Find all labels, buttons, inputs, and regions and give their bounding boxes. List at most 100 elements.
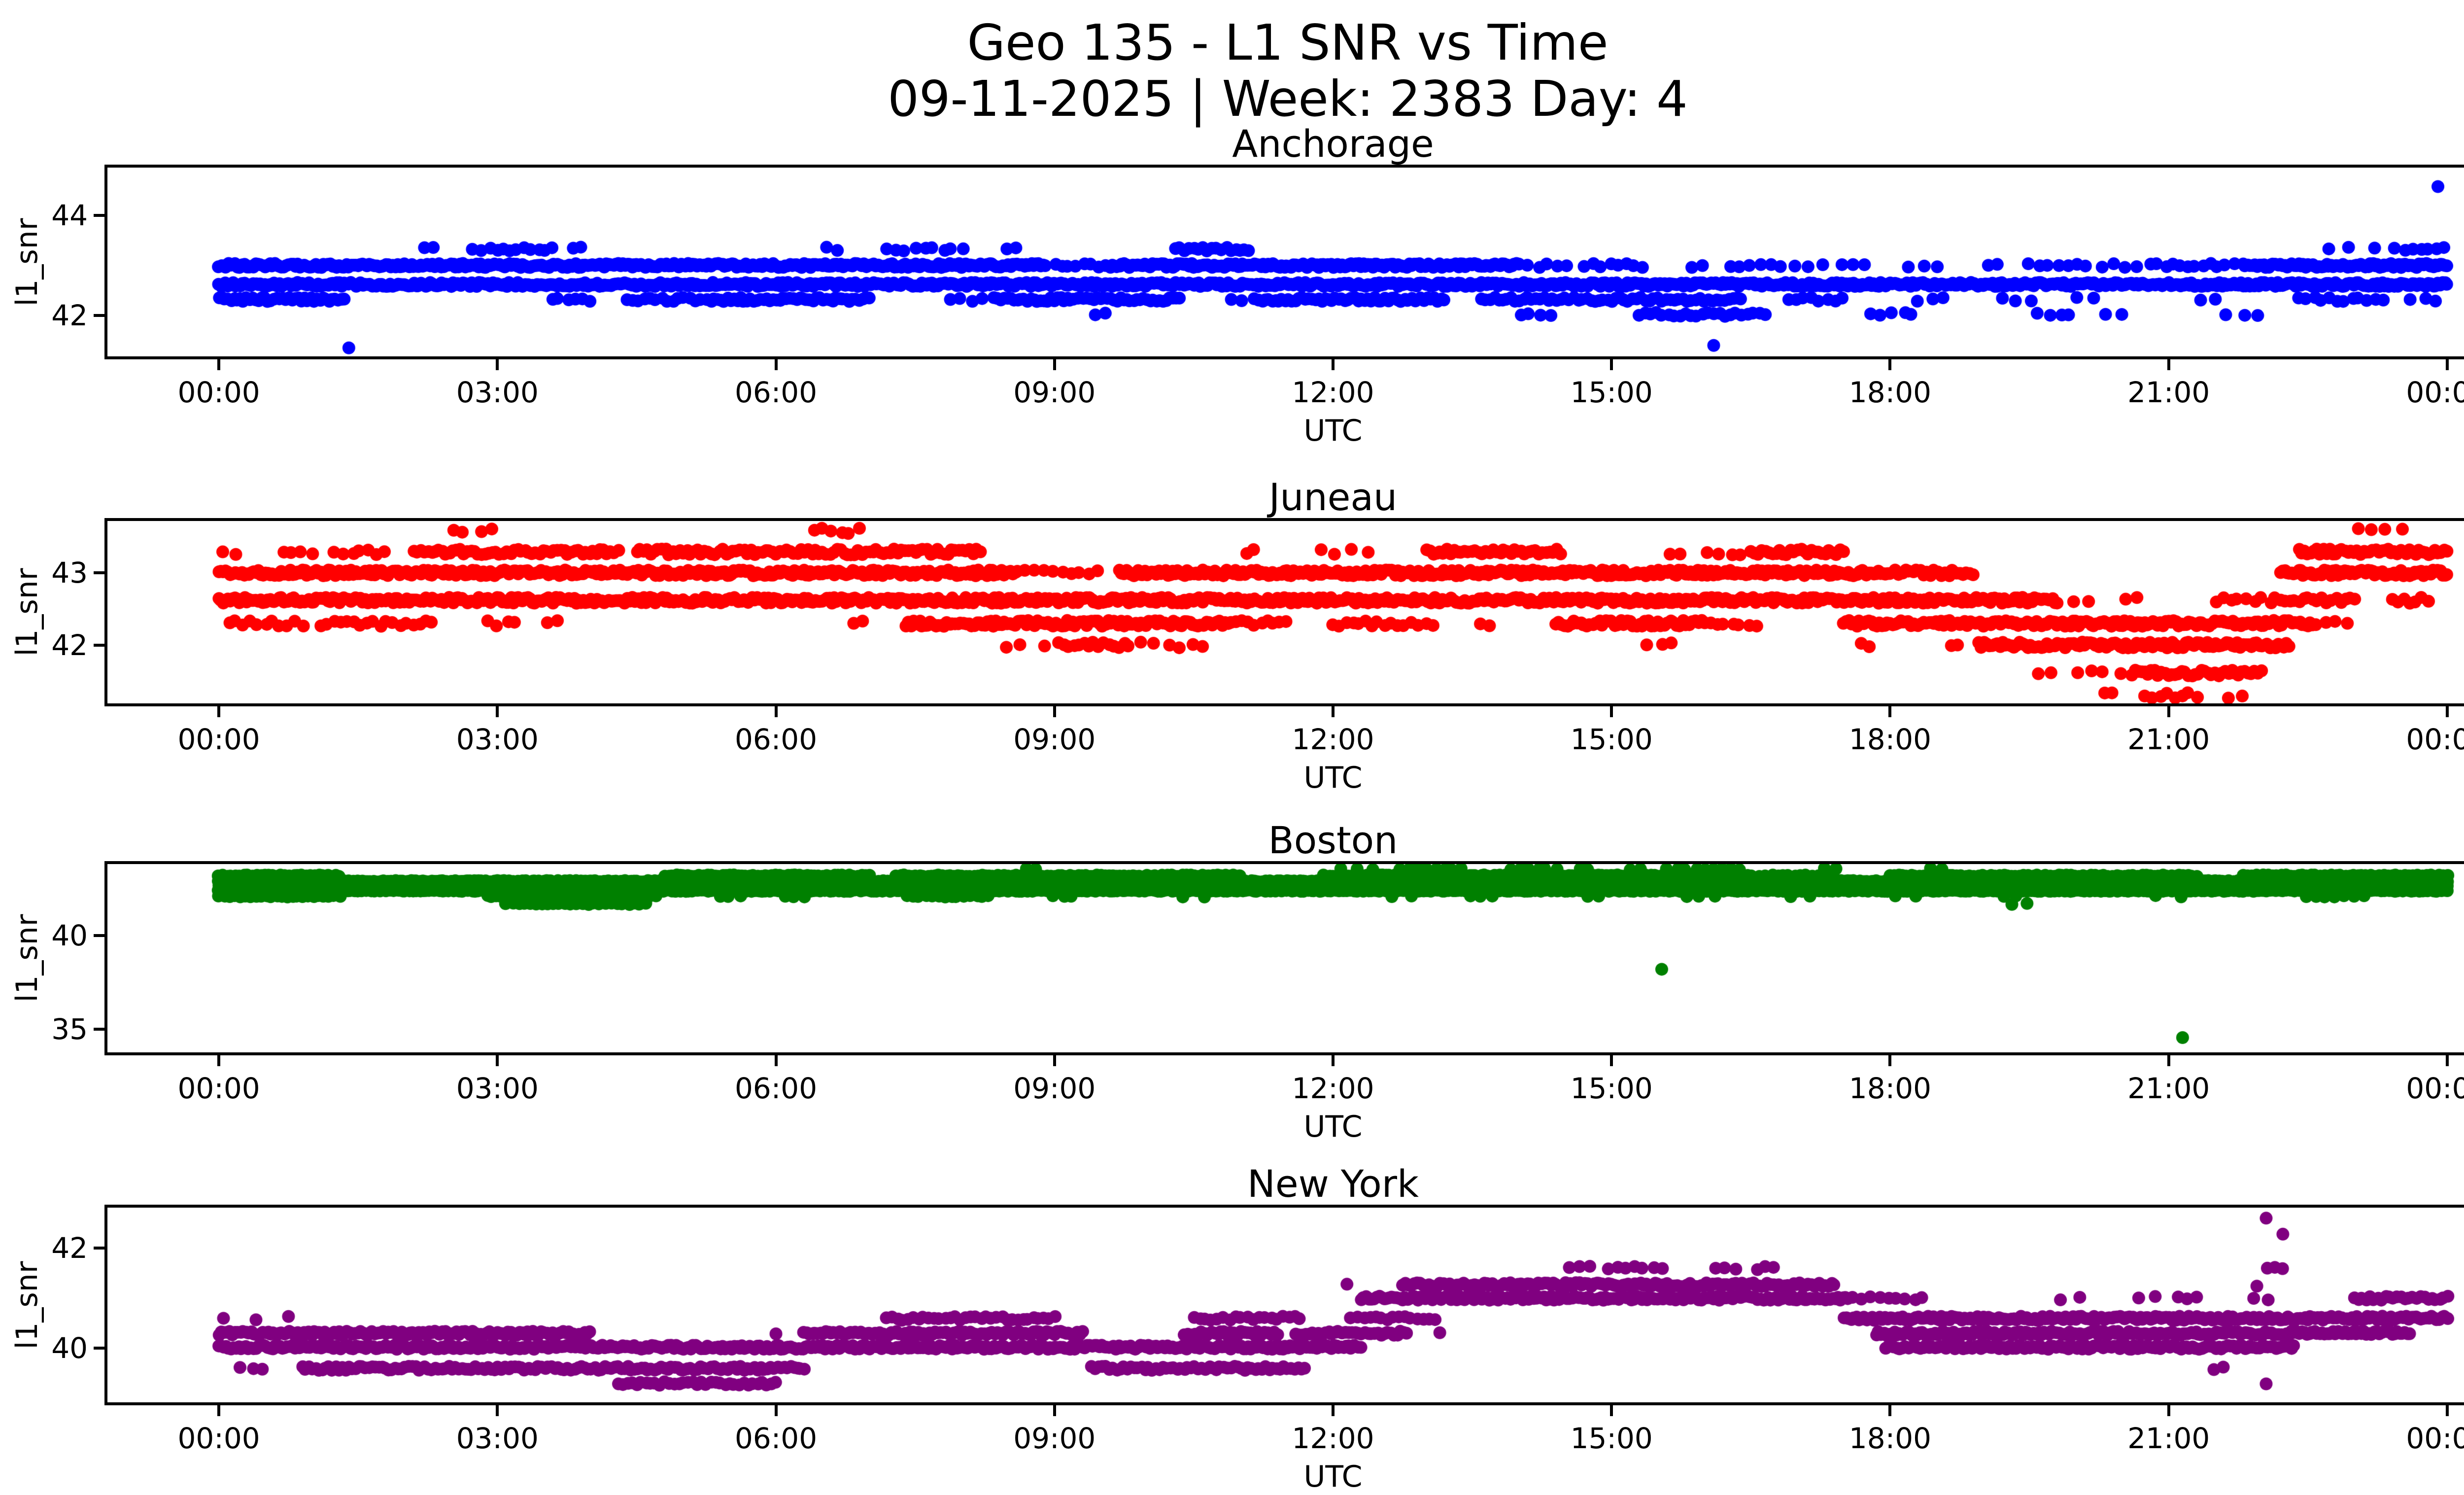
x-tick-label: 00:00 bbox=[177, 1422, 260, 1455]
scatter-canvas-new-york bbox=[107, 1208, 2464, 1402]
x-tick-mark bbox=[1610, 1055, 1613, 1066]
x-tick-label: 00:00 bbox=[2406, 1072, 2464, 1105]
scatter-canvas-anchorage bbox=[107, 168, 2464, 356]
y-tick-label: 40 bbox=[51, 1331, 88, 1365]
y-tick-mark bbox=[94, 571, 104, 575]
x-tick-label: 00:00 bbox=[177, 376, 260, 409]
subplot-juneau-title: Juneau bbox=[1268, 475, 1398, 519]
x-tick-mark bbox=[1332, 1405, 1335, 1416]
y-tick-label: 42 bbox=[51, 628, 88, 662]
x-tick-label: 03:00 bbox=[456, 723, 539, 756]
plot-area-juneau bbox=[104, 518, 2464, 706]
x-tick-label: 21:00 bbox=[2127, 1422, 2210, 1455]
x-tick-label: 00:00 bbox=[2406, 376, 2464, 409]
x-tick-mark bbox=[2167, 359, 2170, 370]
x-tick-mark bbox=[217, 1055, 221, 1066]
x-tick-mark bbox=[217, 706, 221, 717]
x-tick-mark bbox=[774, 1405, 778, 1416]
x-tick-label: 12:00 bbox=[1292, 376, 1374, 409]
x-tick-label: 03:00 bbox=[456, 1072, 539, 1105]
y-tick-mark bbox=[94, 1027, 104, 1031]
x-tick-label: 06:00 bbox=[734, 723, 818, 756]
x-tick-label: 09:00 bbox=[1013, 1072, 1096, 1105]
y-tick-label: 35 bbox=[51, 1012, 88, 1046]
x-tick-label: 15:00 bbox=[1570, 723, 1653, 756]
y-tick-label: 40 bbox=[51, 919, 88, 953]
y-tick-label: 42 bbox=[51, 1231, 88, 1265]
y-tick-label: 44 bbox=[51, 199, 88, 233]
x-tick-label: 00:00 bbox=[177, 723, 260, 756]
x-tick-label: 18:00 bbox=[1848, 723, 1932, 756]
x-tick-mark bbox=[774, 706, 778, 717]
y-axis-label: l1_snr bbox=[10, 568, 44, 657]
x-tick-label: 09:00 bbox=[1013, 723, 1096, 756]
x-tick-mark bbox=[217, 1405, 221, 1416]
scatter-canvas-boston bbox=[107, 864, 2464, 1052]
x-tick-label: 06:00 bbox=[734, 376, 818, 409]
x-tick-mark bbox=[2167, 1405, 2170, 1416]
x-axis-label: UTC bbox=[1303, 1460, 1363, 1494]
x-tick-label: 00:00 bbox=[177, 1072, 260, 1105]
x-tick-mark bbox=[2445, 359, 2449, 370]
x-tick-mark bbox=[2167, 1055, 2170, 1066]
y-tick-mark bbox=[94, 934, 104, 938]
x-tick-label: 12:00 bbox=[1292, 723, 1374, 756]
x-tick-label: 06:00 bbox=[734, 1422, 818, 1455]
x-axis-label: UTC bbox=[1303, 1110, 1363, 1144]
x-tick-mark bbox=[496, 1405, 499, 1416]
y-tick-label: 42 bbox=[51, 298, 88, 332]
x-tick-mark bbox=[1332, 359, 1335, 370]
x-tick-mark bbox=[1888, 706, 1892, 717]
plot-area-boston bbox=[104, 861, 2464, 1055]
x-tick-label: 21:00 bbox=[2127, 376, 2210, 409]
x-tick-mark bbox=[496, 1055, 499, 1066]
x-tick-label: 03:00 bbox=[456, 376, 539, 409]
x-tick-mark bbox=[1610, 359, 1613, 370]
x-tick-mark bbox=[1888, 359, 1892, 370]
x-tick-label: 15:00 bbox=[1570, 1422, 1653, 1455]
x-tick-mark bbox=[774, 1055, 778, 1066]
figure-title-line2: 09-11-2025 | Week: 2383 Day: 4 bbox=[888, 70, 1688, 128]
x-tick-label: 21:00 bbox=[2127, 723, 2210, 756]
x-tick-mark bbox=[1053, 1055, 1056, 1066]
x-tick-mark bbox=[1610, 706, 1613, 717]
x-tick-label: 09:00 bbox=[1013, 376, 1096, 409]
x-tick-label: 18:00 bbox=[1848, 1422, 1932, 1455]
plot-area-anchorage bbox=[104, 165, 2464, 359]
y-tick-mark bbox=[94, 643, 104, 647]
x-tick-mark bbox=[1888, 1055, 1892, 1066]
x-tick-mark bbox=[1332, 1055, 1335, 1066]
x-tick-label: 18:00 bbox=[1848, 376, 1932, 409]
x-tick-label: 06:00 bbox=[734, 1072, 818, 1105]
x-tick-mark bbox=[496, 706, 499, 717]
x-tick-label: 00:00 bbox=[2406, 1422, 2464, 1455]
x-tick-mark bbox=[1053, 706, 1056, 717]
x-tick-mark bbox=[2167, 706, 2170, 717]
x-tick-mark bbox=[1610, 1405, 1613, 1416]
x-tick-label: 03:00 bbox=[456, 1422, 539, 1455]
subplot-new-york-title: New York bbox=[1247, 1162, 1419, 1206]
plot-area-new-york bbox=[104, 1205, 2464, 1405]
y-tick-label: 43 bbox=[51, 556, 88, 590]
x-tick-mark bbox=[1332, 706, 1335, 717]
x-tick-label: 12:00 bbox=[1292, 1422, 1374, 1455]
y-tick-mark bbox=[94, 313, 104, 317]
x-tick-mark bbox=[1053, 1405, 1056, 1416]
y-tick-mark bbox=[94, 1247, 104, 1250]
x-tick-label: 00:00 bbox=[2406, 723, 2464, 756]
subplot-boston-title: Boston bbox=[1268, 818, 1398, 862]
x-tick-mark bbox=[2445, 706, 2449, 717]
x-tick-mark bbox=[2445, 1055, 2449, 1066]
y-tick-mark bbox=[94, 1347, 104, 1350]
x-axis-label: UTC bbox=[1303, 414, 1363, 448]
x-tick-label: 15:00 bbox=[1570, 376, 1653, 409]
x-tick-label: 12:00 bbox=[1292, 1072, 1374, 1105]
x-tick-mark bbox=[496, 359, 499, 370]
x-tick-label: 18:00 bbox=[1848, 1072, 1932, 1105]
scatter-canvas-juneau bbox=[107, 521, 2464, 703]
x-tick-label: 09:00 bbox=[1013, 1422, 1096, 1455]
x-tick-mark bbox=[2445, 1405, 2449, 1416]
x-tick-mark bbox=[1888, 1405, 1892, 1416]
x-tick-label: 15:00 bbox=[1570, 1072, 1653, 1105]
